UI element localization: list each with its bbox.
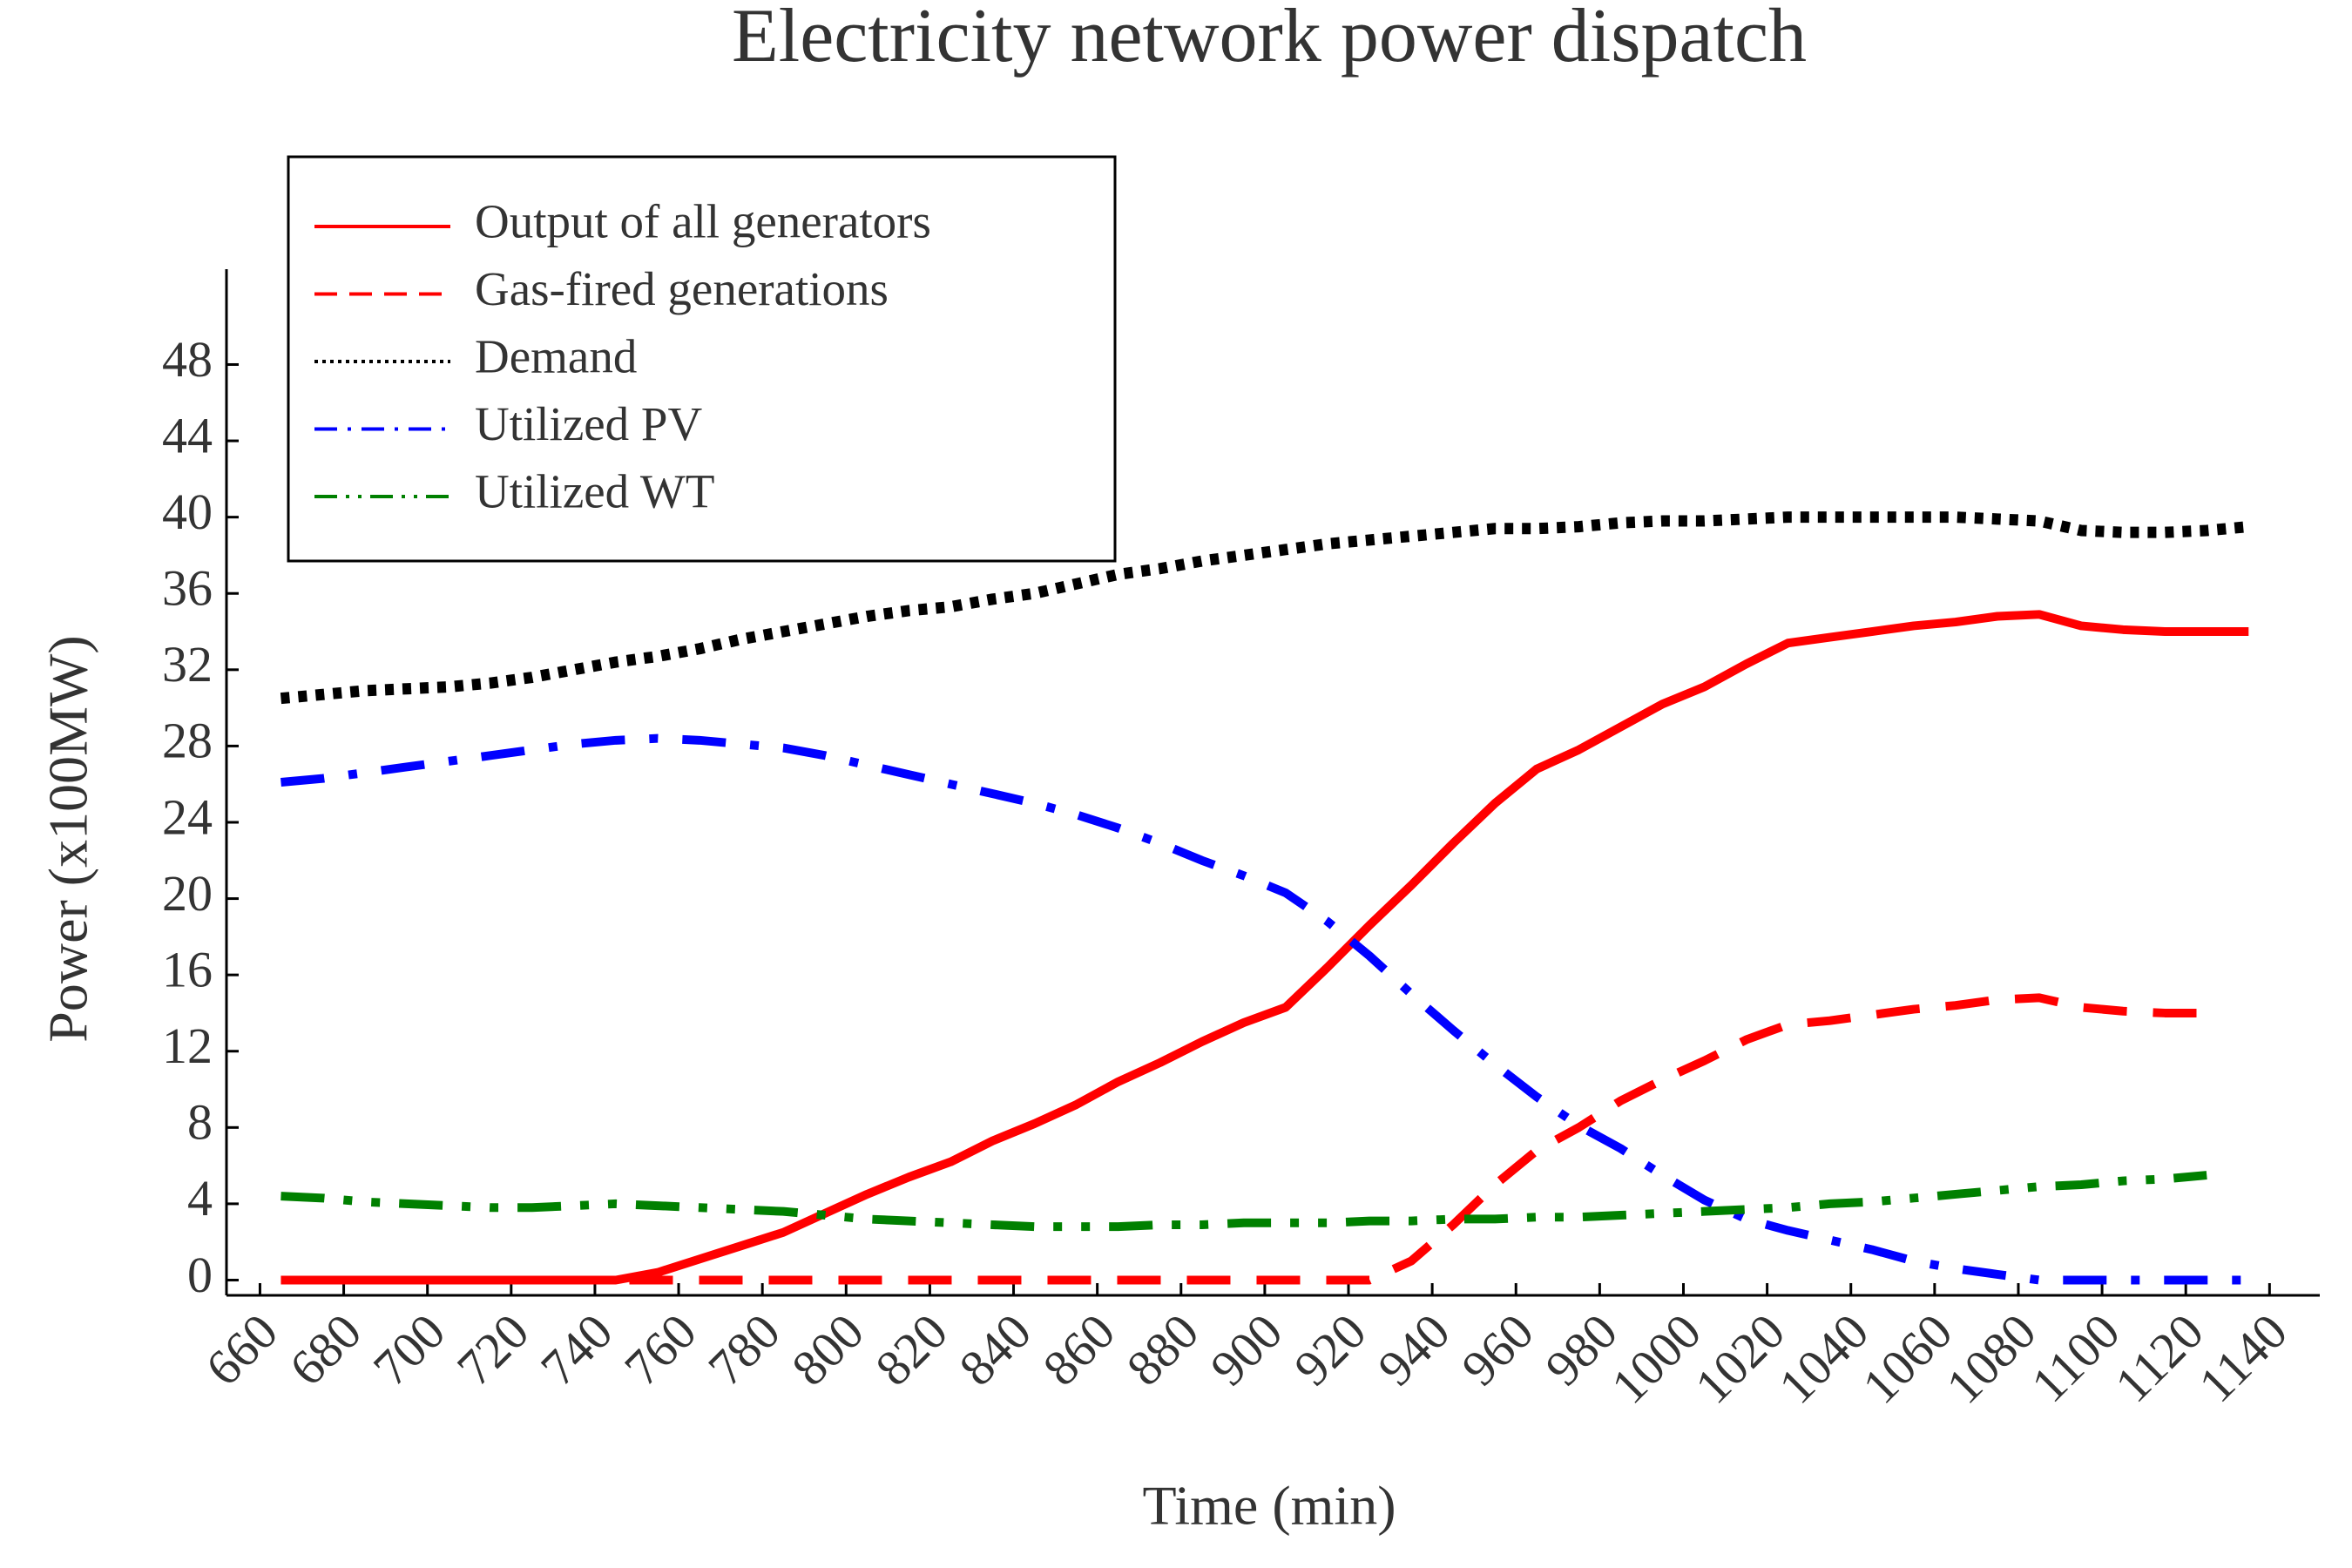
x-tick-label: 1140 bbox=[2187, 1303, 2297, 1413]
series-line bbox=[280, 511, 2249, 705]
x-tick-label: 900 bbox=[1200, 1303, 1293, 1396]
x-tick-label: 780 bbox=[697, 1303, 790, 1396]
x-tick-label: 1000 bbox=[1600, 1303, 1712, 1415]
series-line bbox=[280, 993, 2207, 1285]
x-tick-label: 740 bbox=[530, 1303, 623, 1396]
x-tick-label: 1020 bbox=[1684, 1303, 1795, 1415]
y-tick-label: 36 bbox=[162, 560, 213, 617]
x-tick-label: 800 bbox=[781, 1303, 874, 1396]
y-tick-label: 28 bbox=[162, 713, 213, 769]
x-tick-label: 720 bbox=[446, 1303, 539, 1396]
y-tick-label: 20 bbox=[162, 865, 213, 922]
x-tick-label: 880 bbox=[1116, 1303, 1209, 1396]
x-tick-label: 700 bbox=[362, 1303, 456, 1396]
y-tick-label: 12 bbox=[162, 1017, 213, 1074]
x-tick-label: 960 bbox=[1450, 1303, 1544, 1396]
legend-box bbox=[287, 155, 1117, 563]
x-tick-label: 1080 bbox=[1936, 1303, 2047, 1415]
y-tick-label: 24 bbox=[162, 788, 213, 845]
x-tick-label: 840 bbox=[949, 1303, 1042, 1396]
y-tick-label: 32 bbox=[162, 636, 213, 693]
x-tick-label: 660 bbox=[195, 1303, 288, 1396]
y-tick-label: 16 bbox=[162, 941, 213, 997]
legend-label: Utilized WT bbox=[475, 465, 714, 518]
legend-label: Demand bbox=[475, 330, 637, 383]
y-tick-label: 44 bbox=[162, 407, 213, 463]
legend-label: Utilized PV bbox=[475, 397, 703, 450]
x-axis-label: Time (min) bbox=[1143, 1475, 1396, 1537]
y-tick-label: 8 bbox=[187, 1094, 213, 1151]
x-tick-label: 920 bbox=[1283, 1303, 1376, 1396]
y-tick-label: 40 bbox=[162, 483, 213, 540]
series-line bbox=[280, 610, 2249, 1285]
series-line bbox=[280, 733, 2249, 1285]
series-line bbox=[280, 1171, 2207, 1232]
x-tick-label: 1060 bbox=[1851, 1303, 1963, 1415]
x-tick-label: 1040 bbox=[1767, 1303, 1879, 1415]
x-tick-label: 1100 bbox=[2020, 1303, 2130, 1413]
y-axis-label: Power (x100MW) bbox=[37, 635, 99, 1042]
x-tick-label: 1120 bbox=[2104, 1303, 2213, 1413]
x-tick-label: 860 bbox=[1032, 1303, 1125, 1396]
y-tick-label: 48 bbox=[162, 331, 213, 388]
x-tick-label: 820 bbox=[865, 1303, 958, 1396]
y-tick-label: 0 bbox=[187, 1247, 213, 1303]
x-tick-label: 760 bbox=[613, 1303, 706, 1396]
x-tick-label: 940 bbox=[1367, 1303, 1460, 1396]
x-tick-label: 680 bbox=[279, 1303, 372, 1396]
legend-label: Output of all generators bbox=[475, 195, 931, 248]
legend-label: Gas-fired generations bbox=[475, 262, 889, 315]
chart-title: Electricity network power dispatch bbox=[732, 0, 1807, 78]
y-tick-label: 4 bbox=[187, 1170, 213, 1227]
